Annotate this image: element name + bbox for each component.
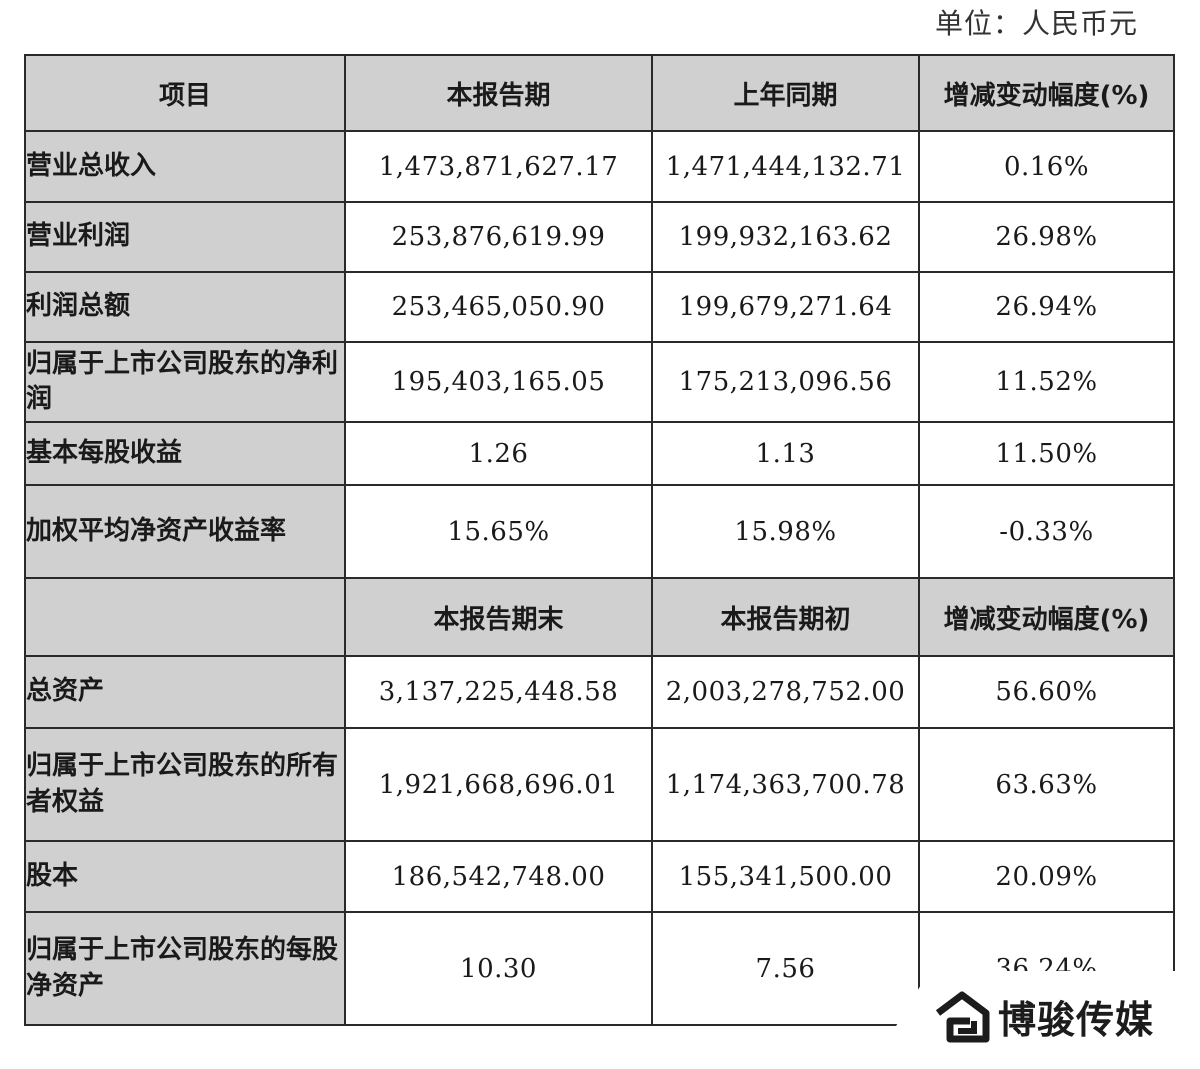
table-header-row: 项目 本报告期 上年同期 增减变动幅度(%) <box>24 54 1175 132</box>
table-row: 股本 186,542,748.00 155,341,500.00 20.09% <box>24 840 1175 913</box>
cell-value: 3,137,225,448.58 <box>344 655 653 729</box>
table-row: 归属于上市公司股东的净利润 195,403,165.05 175,213,096… <box>24 341 1175 423</box>
cell-value: 253,465,050.90 <box>344 271 653 343</box>
cell-value: 0.16% <box>918 130 1175 203</box>
cell-value: 63.63% <box>918 727 1175 842</box>
row-label: 基本每股收益 <box>24 421 346 486</box>
row-label: 加权平均净资产收益率 <box>24 484 346 579</box>
cell-value: 1,473,871,627.17 <box>344 130 653 203</box>
row-label: 归属于上市公司股东的净利润 <box>24 341 346 423</box>
cell-value: 11.52% <box>918 341 1175 423</box>
row-label: 股本 <box>24 840 346 913</box>
cell-value: 195,403,165.05 <box>344 341 653 423</box>
cell-value: 56.60% <box>918 655 1175 729</box>
cell-value: 11.50% <box>918 421 1175 486</box>
table-subheader-row: 本报告期末 本报告期初 增减变动幅度(%) <box>24 577 1175 657</box>
cell-value: 186,542,748.00 <box>344 840 653 913</box>
table-row: 营业总收入 1,473,871,627.17 1,471,444,132.71 … <box>24 130 1175 203</box>
table-row: 基本每股收益 1.26 1.13 11.50% <box>24 421 1175 486</box>
cell-value: 253,876,619.99 <box>344 201 653 273</box>
cell-value: 155,341,500.00 <box>651 840 920 913</box>
row-label: 归属于上市公司股东的所有者权益 <box>24 727 346 842</box>
row-label: 营业总收入 <box>24 130 346 203</box>
table-row: 总资产 3,137,225,448.58 2,003,278,752.00 56… <box>24 655 1175 729</box>
row-label: 利润总额 <box>24 271 346 343</box>
cell-value: -0.33% <box>918 484 1175 579</box>
row-label: 总资产 <box>24 655 346 729</box>
table-row: 加权平均净资产收益率 15.65% 15.98% -0.33% <box>24 484 1175 579</box>
row-label: 营业利润 <box>24 201 346 273</box>
cell-value: 199,679,271.64 <box>651 271 920 343</box>
column-header-prior-year: 上年同期 <box>651 54 920 132</box>
column-header-current: 本报告期 <box>344 54 653 132</box>
cell-value: 1,921,668,696.01 <box>344 727 653 842</box>
financial-table: 项目 本报告期 上年同期 增减变动幅度(%) 营业总收入 1,473,871,6… <box>24 54 1175 1026</box>
cell-value: 1,174,363,700.78 <box>651 727 920 842</box>
cell-value: 15.65% <box>344 484 653 579</box>
cell-value: 1.26 <box>344 421 653 486</box>
column-header-item: 项目 <box>24 54 346 132</box>
house-logo-icon <box>935 991 990 1042</box>
watermark-text: 博骏传媒 <box>998 998 1155 1042</box>
row-label: 归属于上市公司股东的每股净资产 <box>24 911 346 1026</box>
cell-value: 1.13 <box>651 421 920 486</box>
cell-value: 10.30 <box>344 911 653 1026</box>
cell-value: 26.98% <box>918 201 1175 273</box>
column-header-period-end: 本报告期末 <box>344 577 653 657</box>
watermark: 博骏传媒 <box>870 971 1200 1069</box>
column-header-period-start: 本报告期初 <box>651 577 920 657</box>
cell-value: 175,213,096.56 <box>651 341 920 423</box>
table-row: 归属于上市公司股东的所有者权益 1,921,668,696.01 1,174,3… <box>24 727 1175 842</box>
cell-value: 15.98% <box>651 484 920 579</box>
cell-value: 20.09% <box>918 840 1175 913</box>
cell-value: 199,932,163.62 <box>651 201 920 273</box>
cell-value: 1,471,444,132.71 <box>651 130 920 203</box>
cell-value: 2,003,278,752.00 <box>651 655 920 729</box>
unit-label: 单位：人民币元 <box>934 7 1138 40</box>
column-header-change: 增减变动幅度(%) <box>918 577 1175 657</box>
column-header-change: 增减变动幅度(%) <box>918 54 1175 132</box>
cell-value: 26.94% <box>918 271 1175 343</box>
cell-value: 7.56 <box>651 911 920 1026</box>
table-row: 营业利润 253,876,619.99 199,932,163.62 26.98… <box>24 201 1175 273</box>
column-header-blank <box>24 577 346 657</box>
table-row: 利润总额 253,465,050.90 199,679,271.64 26.94… <box>24 271 1175 343</box>
